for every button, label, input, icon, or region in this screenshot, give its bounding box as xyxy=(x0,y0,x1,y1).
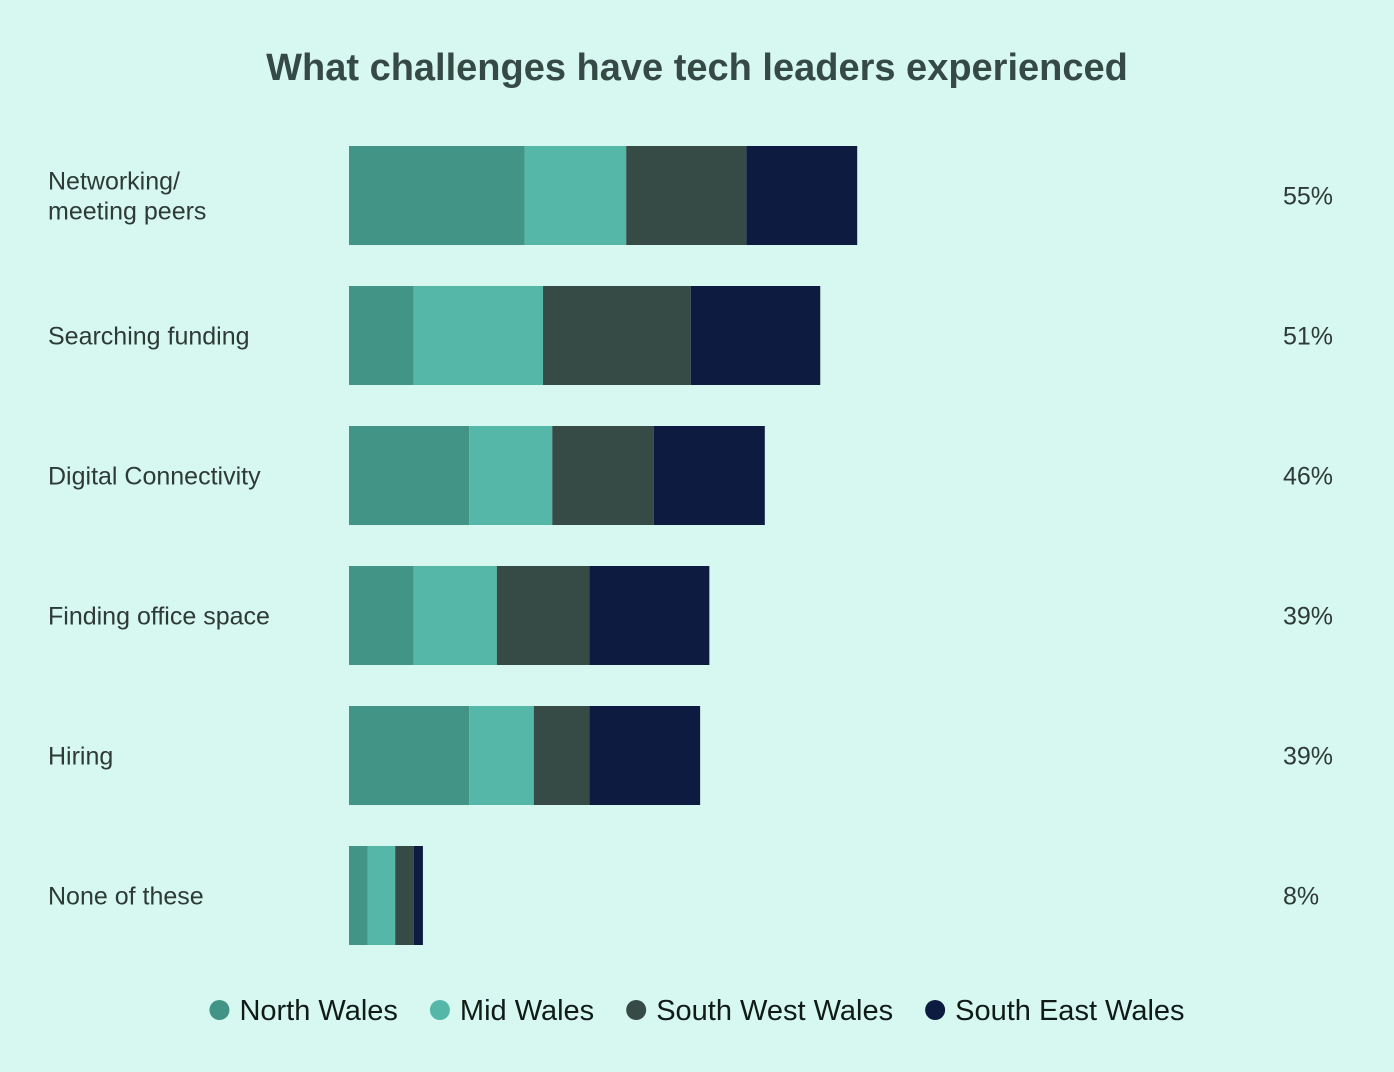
total-label-1: 51% xyxy=(1283,323,1333,351)
bar-segment-3-0 xyxy=(349,566,414,665)
bar-segment-2-3 xyxy=(653,426,765,525)
category-label-1: Searching funding xyxy=(48,323,250,351)
total-label-3: 39% xyxy=(1283,603,1333,631)
total-label-0: 55% xyxy=(1283,183,1333,211)
category-label-0: Networking/meeting peers xyxy=(48,168,206,226)
chart-title: What challenges have tech leaders experi… xyxy=(266,47,1128,89)
bar-segment-1-2 xyxy=(543,286,691,385)
legend-marker-2 xyxy=(626,1000,647,1020)
total-label-5: 8% xyxy=(1283,883,1319,911)
bar-segment-5-0 xyxy=(349,846,368,945)
bar-segment-4-1 xyxy=(469,706,534,805)
total-labels: 55% 51% 46% 39% 39% 8% xyxy=(1283,183,1333,911)
legend-marker-1 xyxy=(429,1000,450,1020)
bar-segment-0-2 xyxy=(626,146,747,245)
bar-segment-4-2 xyxy=(533,706,590,805)
bar-segment-1-0 xyxy=(349,286,414,385)
bar-segment-2-2 xyxy=(552,426,654,525)
total-label-2: 46% xyxy=(1283,463,1333,491)
bar-segment-5-1 xyxy=(367,846,396,945)
legend: North Wales Mid Wales South West Wales Sout… xyxy=(209,995,1185,1027)
bar-segment-3-1 xyxy=(413,566,497,665)
bar-segment-1-1 xyxy=(413,286,544,385)
bar-segment-5-2 xyxy=(395,846,414,945)
bar-segment-0-0 xyxy=(349,146,525,245)
bar-segment-4-0 xyxy=(349,706,470,805)
legend-label-1: Mid Wales xyxy=(460,995,594,1027)
legend-marker-3 xyxy=(925,1000,946,1020)
category-label-2: Digital Connectivity xyxy=(48,463,261,491)
category-label-5: None of these xyxy=(48,883,204,911)
category-label-4: Hiring xyxy=(48,743,113,771)
bar-segment-2-0 xyxy=(349,426,470,525)
legend-marker-0 xyxy=(209,1000,230,1020)
category-label-3: Finding office space xyxy=(48,603,270,631)
bars-group xyxy=(349,146,858,945)
bar-segment-3-3 xyxy=(589,566,710,665)
total-label-4: 39% xyxy=(1283,743,1333,771)
bar-segment-3-2 xyxy=(496,566,590,665)
bar-segment-0-3 xyxy=(746,146,858,245)
category-labels: Networking/meeting peers Searching fundin… xyxy=(48,168,270,911)
bar-segment-0-1 xyxy=(524,146,627,245)
legend-label-2: South West Wales xyxy=(656,995,893,1027)
bar-segment-4-3 xyxy=(589,706,701,805)
legend-label-0: North Wales xyxy=(239,995,397,1027)
legend-label-3: South East Wales xyxy=(955,995,1184,1027)
bar-segment-2-1 xyxy=(469,426,553,525)
bar-segment-1-3 xyxy=(690,286,821,385)
bar-segment-5-3 xyxy=(413,846,423,945)
